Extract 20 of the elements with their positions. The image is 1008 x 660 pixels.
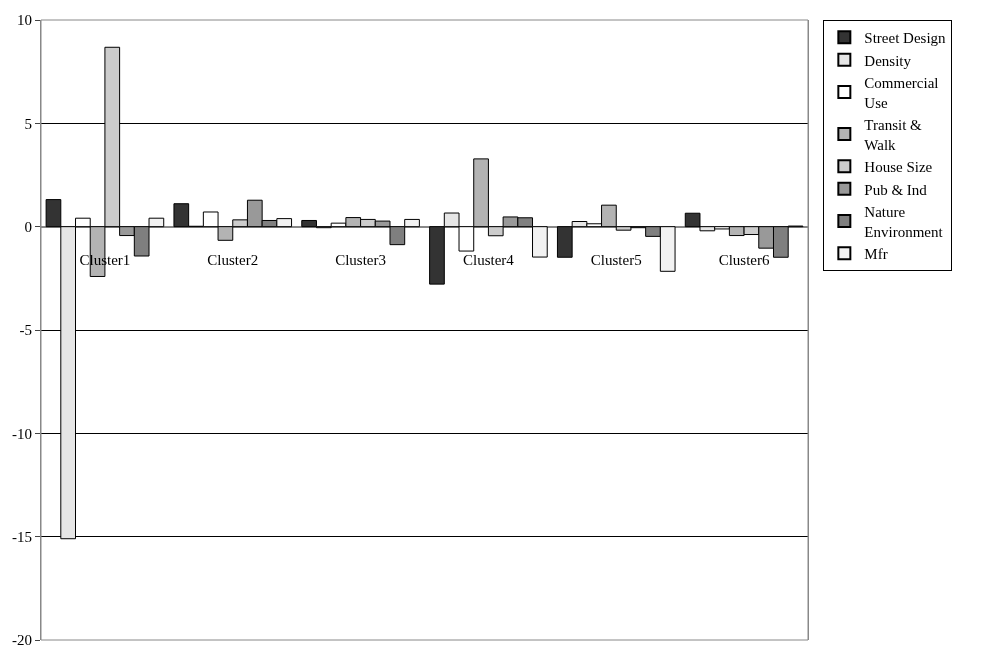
y-tick-label: 5 [24, 115, 32, 132]
legend-label: Street Design [864, 30, 947, 47]
legend-label: House Size [864, 159, 933, 176]
y-tick-label: 10 [17, 12, 32, 29]
legend-label: Density [864, 52, 912, 69]
y-tick-label: 0 [24, 218, 32, 235]
y-tick-label: -15 [12, 528, 32, 545]
x-tick-label: Cluster3 [335, 251, 386, 268]
x-tick-label: Cluster4 [463, 251, 515, 268]
y-tick-label: -10 [12, 425, 32, 442]
legend-label: Mfr [864, 246, 888, 263]
legend-label: Transit & Walk [864, 117, 923, 153]
y-tick-label: -5 [19, 322, 32, 339]
x-tick-label: Cluster5 [590, 251, 642, 268]
legend-label: Nature Environment [864, 204, 944, 240]
legend-label: Pub & Ind [864, 181, 928, 198]
x-tick-label: Cluster6 [718, 251, 770, 268]
x-tick-label: Cluster2 [207, 251, 259, 268]
legend-label: Commercial Use [864, 75, 939, 111]
y-tick-label: -20 [12, 632, 32, 649]
